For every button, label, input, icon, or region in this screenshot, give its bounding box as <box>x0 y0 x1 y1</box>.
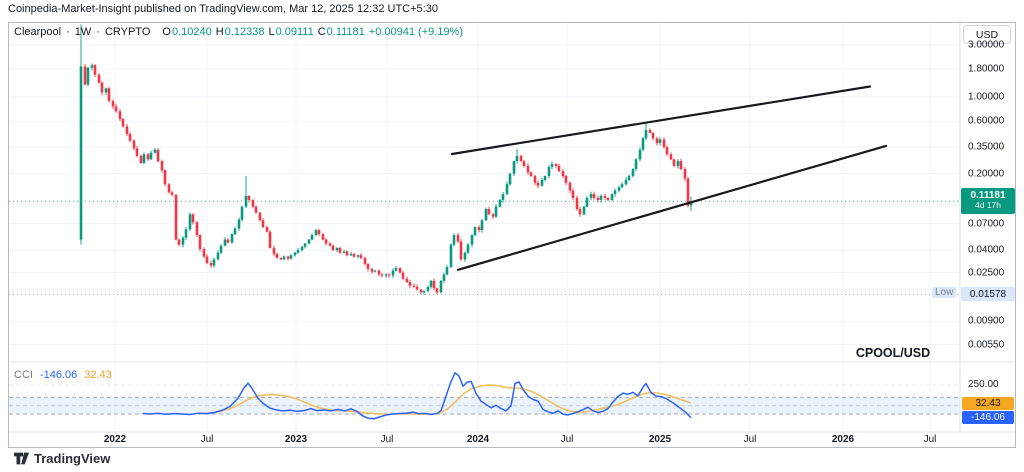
cci-badge-blue: -146.06 <box>962 411 1014 425</box>
time-scale-label: Jul <box>743 434 757 445</box>
price-scale-label: 0.20000 <box>968 168 1005 180</box>
time-scale-label: 2025 <box>648 434 672 445</box>
legend-separator: · <box>66 26 70 38</box>
cci-value-yellow: 32.43 <box>84 369 112 381</box>
ohlc-high-label: H <box>215 26 224 38</box>
cci-legend[interactable]: CCI -146.06 32.43 <box>14 369 112 381</box>
price-scale-label: 1.00000 <box>968 91 1005 103</box>
time-scale-label: Jul <box>923 434 937 445</box>
price-scale-label: 0.00550 <box>968 339 1005 351</box>
candles <box>79 24 693 295</box>
time-scale[interactable]: 2022 Jul 2023 Jul 2024 Jul 2025 Jul 2026 Jul <box>8 432 1016 448</box>
price-scale-label: 0.00900 <box>968 315 1005 327</box>
current-price-badge: 0.11181 4d 17h <box>961 188 1015 215</box>
tradingview-logo[interactable]: TradingView <box>14 451 110 466</box>
legend-separator: · <box>96 26 100 38</box>
cci-band <box>9 397 960 414</box>
watermark-symbol: CPOOL/USD <box>855 346 931 360</box>
cci-title: CCI <box>14 369 33 381</box>
trendline-lower <box>456 144 888 271</box>
legend-symbol: Clearpool <box>14 26 62 38</box>
ohlc-change-value: +0.00941 (+9.19%) <box>368 26 463 38</box>
low-marker-label: Low <box>932 287 957 299</box>
ohlc-low-label: L <box>268 26 275 38</box>
price-scale-label: 0.35000 <box>968 141 1005 153</box>
legend-market: CRYPTO <box>104 26 151 38</box>
price-scale-label: 0.02500 <box>968 267 1005 279</box>
time-scale-label: 2026 <box>831 434 855 445</box>
cci-value-blue: -146.06 <box>39 369 78 381</box>
cci-yellow-line <box>199 384 692 416</box>
ohlc-close-value: 0.11181 <box>326 26 365 38</box>
published-note: Coinpedia-Market-Insight published on Tr… <box>8 3 438 15</box>
time-scale-label: Jul <box>380 434 394 445</box>
cci-scale-label: 250.00 <box>968 379 999 391</box>
ohlc-open-value: 0.10240 <box>171 26 212 38</box>
cci-badge-yellow: 32.43 <box>962 396 1014 410</box>
bar-countdown: 4d 17h <box>975 200 1001 211</box>
time-scale-label: Jul <box>560 434 574 445</box>
symbol-legend[interactable]: Clearpool · 1W · CRYPTO O 0.10240 H 0.1233… <box>14 26 463 38</box>
price-scale-label: 0.07000 <box>968 218 1005 230</box>
current-price-value: 0.11181 <box>970 190 1006 202</box>
cci-blue-line <box>142 372 692 420</box>
currency-toggle-button[interactable]: USD <box>963 25 1011 44</box>
time-scale-label: 2024 <box>466 434 490 445</box>
time-scale-label: Jul <box>200 434 214 445</box>
tradingview-logo-icon <box>14 452 29 465</box>
price-scale-label: 1.80000 <box>968 63 1005 75</box>
tradingview-logo-text: TradingView <box>34 451 111 466</box>
price-scale[interactable]: 3.00000 1.80000 1.00000 0.60000 0.35000 0.200… <box>960 22 1016 432</box>
ohlc-open-label: O <box>162 26 171 38</box>
ohlc-close-label: C <box>317 26 326 38</box>
price-scale-label: 0.60000 <box>968 115 1005 127</box>
low-price-badge: 0.01578 <box>961 287 1015 302</box>
time-scale-label: 2022 <box>103 434 127 445</box>
trendline-upper <box>450 85 872 156</box>
price-scale-label: 0.04000 <box>968 244 1005 256</box>
legend-timeframe: 1W <box>74 26 92 38</box>
ohlc-low-value: 0.09111 <box>275 26 314 38</box>
time-scale-label: 2023 <box>284 434 308 445</box>
price-scale-label: 3.00000 <box>968 39 1005 51</box>
ohlc-high-value: 0.12338 <box>224 26 265 38</box>
